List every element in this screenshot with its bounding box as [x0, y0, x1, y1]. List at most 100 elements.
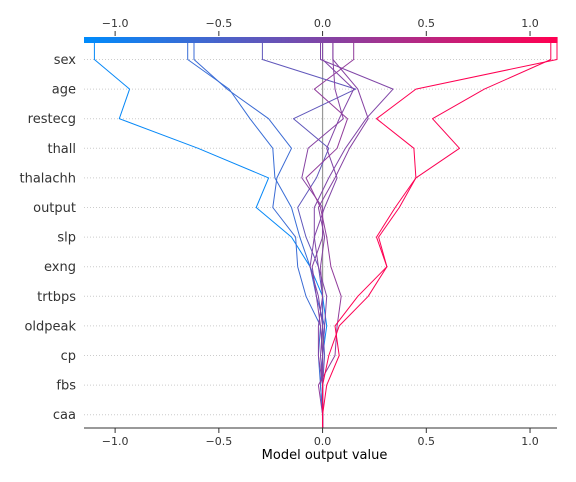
colorbar-segment: [99, 37, 105, 43]
feature-label-fbs: fbs: [56, 379, 76, 394]
colorbar-segment: [265, 37, 270, 43]
colorbar-segment: [411, 37, 416, 43]
feature-label-caa: caa: [53, 408, 76, 423]
series-line-3: [187, 40, 326, 428]
colorbar-segment: [501, 37, 507, 43]
colorbar-segment: [292, 37, 298, 43]
colorbar-segment: [158, 37, 164, 43]
colorbar-segment: [312, 37, 318, 43]
colorbar-segment: [545, 37, 550, 43]
colorbar-segment: [139, 37, 144, 43]
colorbar-segment: [253, 37, 259, 43]
feature-label-cp: cp: [61, 349, 76, 364]
colorbar-segment: [218, 37, 223, 43]
colorbar-segment: [403, 37, 408, 43]
colorbar-segment: [281, 37, 286, 43]
series-line-11: [322, 40, 558, 428]
colorbar-segment: [166, 37, 172, 43]
colorbar-segment: [190, 37, 195, 43]
colorbar-segment: [221, 37, 227, 43]
colorbar-segment: [497, 37, 503, 43]
colorbar-segment: [95, 37, 101, 43]
colorbar-segment: [198, 37, 203, 43]
colorbar-segment: [426, 37, 432, 43]
grid-lines: [84, 59, 557, 416]
colorbar-segment: [367, 37, 373, 43]
colorbar-segment: [229, 37, 235, 43]
colorbar-segment: [474, 37, 479, 43]
x-tick-label: 0.0: [314, 435, 332, 448]
colorbar-segment: [399, 37, 404, 43]
colorbar-segment: [174, 37, 180, 43]
colorbar-segment: [371, 37, 377, 43]
colorbar-segment: [202, 37, 207, 43]
colorbar-segment: [332, 37, 337, 43]
colorbar-segment: [363, 37, 369, 43]
colorbar-segment: [359, 37, 365, 43]
colorbar-segment: [407, 37, 412, 43]
colorbar-segment: [419, 37, 424, 43]
colorbar-segment: [336, 37, 341, 43]
series-line-7: [309, 40, 355, 428]
colorbar-segment: [442, 37, 448, 43]
series-line-6: [317, 40, 369, 428]
colorbar-segment: [233, 37, 239, 43]
colorbar-segment: [103, 37, 109, 43]
colorbar-segment: [355, 37, 361, 43]
colorbar-segment: [91, 37, 97, 43]
colorbar-segment: [135, 37, 140, 43]
colorbar-segment: [87, 37, 93, 43]
colorbar-segment: [123, 37, 128, 43]
colorbar-segment: [375, 37, 381, 43]
feature-labels: caa fbs cp oldpeak trtbps exng slp output thalac…: [19, 53, 76, 423]
x-tick-label: 0.5: [418, 435, 436, 448]
colorbar-segment: [383, 37, 389, 43]
colorbar-segment: [549, 37, 554, 43]
colorbar-segment: [186, 37, 192, 43]
colorbar-segment: [147, 37, 152, 43]
colorbar-segment: [261, 37, 266, 43]
series-line-4: [261, 40, 357, 428]
colorbar-segment: [513, 37, 519, 43]
top-tick-label: −1.0: [102, 17, 129, 30]
top-tick-label: 0.5: [418, 17, 436, 30]
colorbar-segment: [245, 37, 251, 43]
colorbar-segment: [486, 37, 491, 43]
colorbar-segment: [344, 37, 349, 43]
colorbar-segment: [151, 37, 156, 43]
colorbar-segment: [415, 37, 420, 43]
colorbar-segment: [316, 37, 322, 43]
colorbar-segment: [107, 37, 113, 43]
colorbar-segment: [395, 37, 400, 43]
colorbar-segment: [210, 37, 215, 43]
colorbar-segment: [324, 37, 329, 43]
colorbar-segment: [288, 37, 294, 43]
feature-label-output: output: [33, 201, 76, 216]
colorbar-segment: [269, 37, 274, 43]
colorbar-segment: [154, 37, 160, 43]
colorbar-segment: [466, 37, 471, 43]
colorbar-segment: [115, 37, 121, 43]
colorbar-segment: [84, 37, 89, 43]
colorbar-segment: [237, 37, 243, 43]
colorbar-segment: [277, 37, 282, 43]
feature-label-slp: slp: [57, 231, 76, 246]
colorbar-segment: [170, 37, 176, 43]
series-line-2: [193, 40, 324, 428]
colorbar-segment: [533, 37, 538, 43]
colorbar-segment: [249, 37, 255, 43]
colorbar-segment: [458, 37, 463, 43]
colorbar-segment: [525, 37, 531, 43]
x-tick-label: −0.5: [205, 435, 232, 448]
colorbar-segment: [162, 37, 168, 43]
colorbar-segment: [320, 37, 326, 43]
feature-label-trtbps: trtbps: [37, 290, 76, 305]
colorbar-segment: [541, 37, 546, 43]
top-tick-label: 1.0: [521, 17, 539, 30]
x-tick-label: 1.0: [521, 435, 539, 448]
top-tick-label: 0.0: [314, 17, 332, 30]
colorbar-segment: [434, 37, 440, 43]
colorbar-segment: [304, 37, 310, 43]
feature-label-restecg: restecg: [28, 112, 76, 127]
colorbar-segment: [450, 37, 456, 43]
